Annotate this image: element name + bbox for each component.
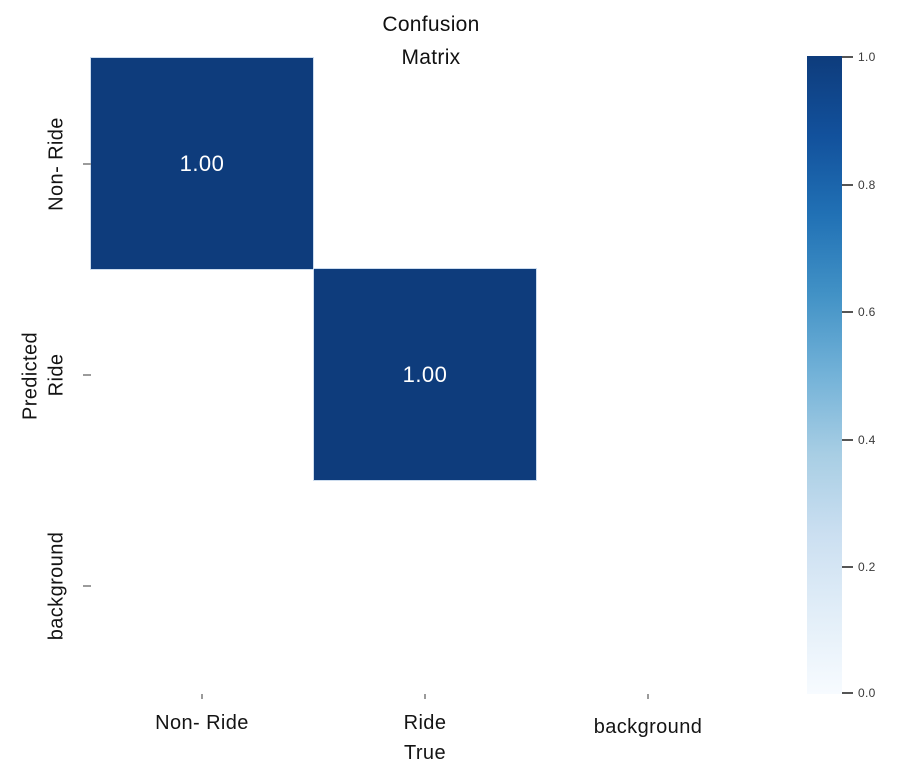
- colorbar-tick-mark-0.6: [842, 311, 853, 313]
- colorbar-tick-label: 0.2: [858, 560, 876, 574]
- matrix-cell-1-2: [537, 269, 759, 480]
- matrix-cell-1-1: 1.00: [314, 269, 536, 480]
- colorbar-gradient: [807, 56, 842, 694]
- matrix-cell-0-0: 1.00: [91, 58, 313, 269]
- y-tick-label-ride: Ride: [45, 353, 68, 397]
- colorbar-tick-label: 0.4: [858, 433, 876, 447]
- x-tick-mark-2: [647, 694, 649, 699]
- matrix-cell-0-2: [537, 58, 759, 269]
- colorbar-tick-label: 0.0: [858, 686, 876, 700]
- colorbar-tick-label: 0.6: [858, 305, 876, 319]
- y-axis-label: Predicted: [19, 331, 42, 421]
- matrix-cell-2-1: [314, 481, 536, 692]
- y-tick-label-background: background: [45, 531, 68, 641]
- y-tick-mark-2: [83, 585, 91, 587]
- x-tick-mark-0: [201, 694, 203, 699]
- x-tick-label-background: background: [593, 716, 703, 738]
- colorbar-tick-mark-0.2: [842, 566, 853, 568]
- matrix-cell-0-1: [314, 58, 536, 269]
- y-tick-label-non-ride: Non- Ride: [45, 117, 68, 211]
- colorbar-tick-label: 1.0: [858, 50, 876, 64]
- x-tick-mark-1: [424, 694, 426, 699]
- y-tick-mark-1: [83, 374, 91, 376]
- matrix-cell-2-0: [91, 481, 313, 692]
- chart-title: Confusion Matrix: [266, 8, 596, 74]
- x-axis-label: True: [404, 742, 446, 764]
- heatmap-plot-area: 1.00 1.00: [91, 58, 759, 692]
- chart-title-line2: Matrix: [401, 46, 461, 69]
- colorbar-tick-mark-0.4: [842, 439, 853, 441]
- colorbar-tick-label: 0.8: [858, 178, 876, 192]
- matrix-cell-2-2: [537, 481, 759, 692]
- colorbar-tick-mark-0.0: [842, 692, 853, 694]
- colorbar-tick-mark-1.0: [842, 56, 853, 58]
- x-tick-label-ride: Ride: [403, 712, 447, 734]
- colorbar-tick-mark-0.8: [842, 184, 853, 186]
- cell-value-label: 1.00: [179, 150, 225, 176]
- x-tick-label-non-ride: Non- Ride: [155, 712, 249, 734]
- chart-title-line1: Confusion: [382, 13, 480, 36]
- cell-value-label: 1.00: [402, 361, 448, 387]
- y-tick-mark-0: [83, 163, 91, 165]
- matrix-cell-1-0: [91, 269, 313, 480]
